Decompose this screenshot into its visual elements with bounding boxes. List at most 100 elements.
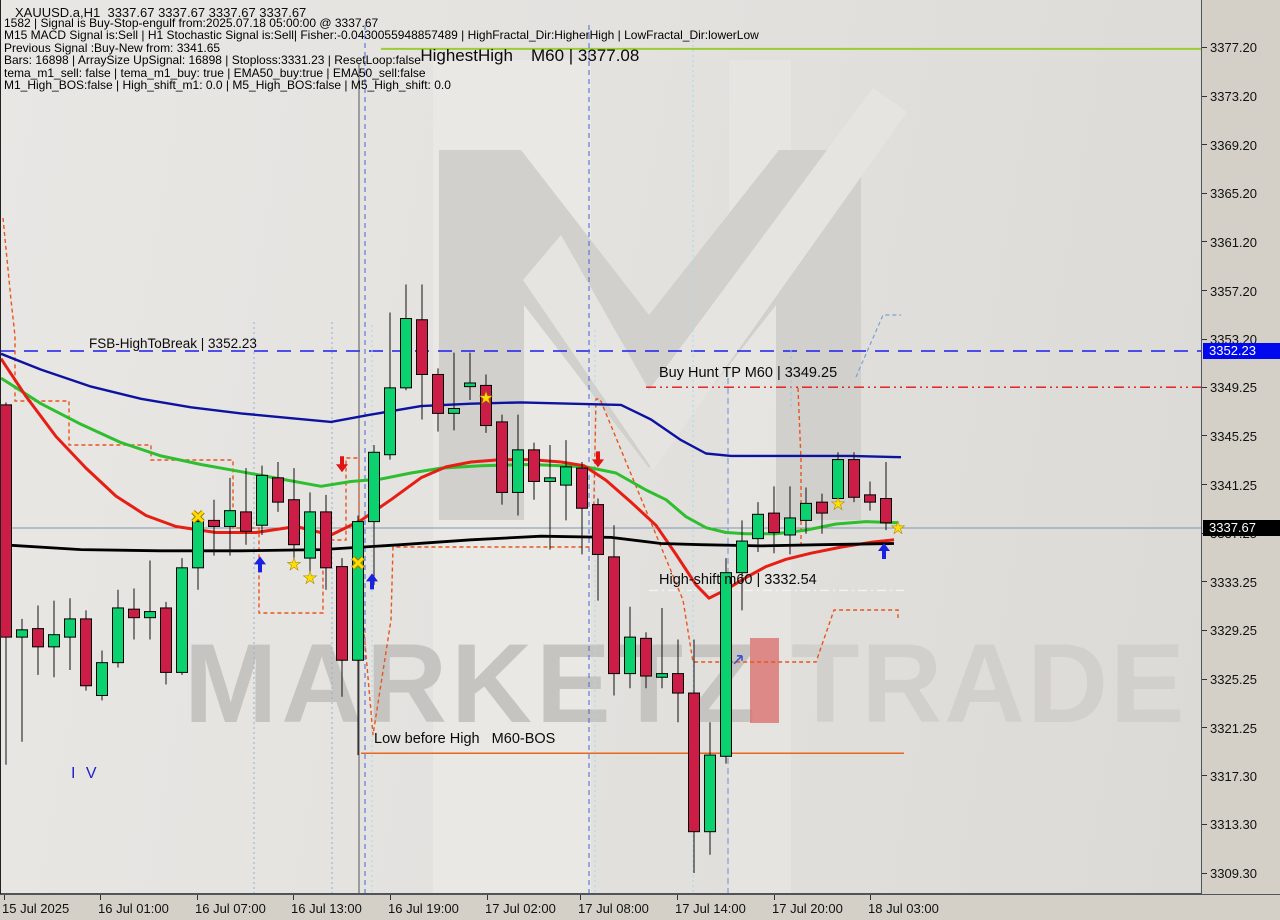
logo-m-icon — [439, 150, 861, 520]
fsb-price-tag: 3352.23 — [1203, 343, 1280, 359]
price-label: 3373.20 — [1210, 89, 1257, 104]
buy-arrow-icon — [878, 543, 890, 560]
low-before-high-label: Low before High M60-BOS — [374, 731, 556, 747]
chart-canvas[interactable]: MARKETZ TRADE★★★★★ — [1, 0, 1202, 894]
bear-candle — [880, 462, 892, 531]
session-mark-label: I V — [71, 765, 100, 782]
bear-candle — [1, 402, 12, 765]
price-label: 3333.25 — [1210, 574, 1257, 590]
logo-check-icon — [523, 88, 907, 470]
highest-high-value: M60 | 3377.08 — [530, 46, 640, 65]
time-label: 16 Jul 19:00 — [388, 901, 459, 916]
price-axis[interactable]: 3352.23 3337.67 3377.20 3373.20 3369.20 336… — [1201, 0, 1280, 894]
price-label: 3365.20 — [1210, 186, 1257, 202]
watermark-trade-text: TRADE — [791, 621, 1187, 746]
price-tick — [1202, 386, 1207, 388]
chart-plot-area[interactable]: MARKETZ TRADE ★ ★ ★ ★ ★ XAUUSD.a,H1 3337.67 33… — [0, 0, 1202, 894]
bull-candle — [16, 618, 28, 742]
bull-candle — [656, 607, 668, 689]
price-label: 3325.25 — [1210, 672, 1257, 688]
price-label: 3317.30 — [1210, 768, 1257, 784]
x-marker-icon — [351, 556, 365, 570]
x-marker-icon — [191, 510, 205, 523]
time-label: 17 Jul 20:00 — [772, 901, 843, 916]
time-label: 16 Jul 01:00 — [98, 901, 169, 916]
bear-candle — [848, 452, 860, 503]
current-price-tag: 3337.67 — [1203, 520, 1280, 537]
price-tick — [1202, 95, 1207, 97]
bear-candle — [320, 494, 332, 590]
price-tick — [1202, 581, 1207, 583]
info-line: Bars: 16898 | ArraySize UpSignal: 16898 … — [4, 53, 421, 68]
high-shift-label: High-shift m60 | 3332.54 — [659, 572, 817, 588]
info-line: 1582 | Signal is Buy-Stop-engulf from:20… — [4, 16, 379, 30]
fsb-high-to-break-label: FSB-HighToBreak | 3352.23 — [89, 336, 257, 351]
bull-candle — [96, 650, 108, 701]
star-marker-icon: ★ — [478, 389, 493, 408]
bear-candle — [160, 601, 172, 685]
bear-candle — [528, 442, 540, 500]
bull-candle — [384, 312, 396, 460]
bull-candle — [624, 606, 636, 689]
bull-candle — [48, 600, 60, 678]
bull-candle — [512, 414, 524, 516]
symbol-title: XAUUSD.a,H1 3337.67 3337.67 3337.67 3337… — [15, 5, 307, 20]
time-label: 17 Jul 02:00 — [485, 901, 556, 916]
bear-candle — [208, 499, 220, 556]
time-axis[interactable]: 15 Jul 2025 16 Jul 01:00 16 Jul 07:00 16 Ju… — [0, 894, 1280, 920]
time-tick — [774, 895, 775, 900]
watermark-market-text: MARKETZ — [184, 621, 759, 746]
bear-candle — [640, 632, 652, 689]
price-tick — [1202, 290, 1207, 292]
bull-candle — [368, 444, 380, 585]
bear-candle — [272, 462, 284, 512]
price-tick — [1202, 727, 1207, 729]
price-tick — [1202, 46, 1207, 48]
bear-candle — [336, 558, 348, 697]
bull-candle — [736, 520, 748, 611]
bull-candle — [800, 487, 812, 534]
time-tick — [870, 895, 871, 900]
time-tick — [677, 895, 678, 900]
bear-candle — [496, 414, 508, 505]
price-tick — [1202, 872, 1207, 874]
trail-line — [2, 217, 899, 736]
time-label: 16 Jul 13:00 — [291, 901, 362, 916]
projection-hook-line — [855, 314, 901, 378]
bear-candle — [688, 639, 700, 874]
bull-candle — [176, 558, 188, 675]
buy-arrow-icon — [254, 556, 266, 573]
price-tick — [1202, 484, 1207, 486]
info-line: M1_High_BOS:false | High_shift_m1: 0.0 |… — [4, 78, 451, 93]
trailing-stop-lines — [2, 217, 901, 736]
bear-candle — [416, 284, 428, 420]
price-tick — [1202, 435, 1207, 437]
time-label: 15 Jul 2025 — [2, 901, 70, 916]
star-marker-icon: ★ — [286, 555, 301, 574]
bear-candle — [864, 481, 876, 511]
price-tick — [1202, 823, 1207, 825]
price-label: 3321.25 — [1210, 720, 1257, 736]
bull-candle — [720, 558, 732, 764]
bull-candle — [352, 515, 364, 756]
info-line: M15 MACD Signal is:Sell | H1 Stochastic … — [4, 28, 759, 43]
price-label: 3309.30 — [1210, 866, 1257, 882]
bull-candle — [64, 598, 76, 670]
bear-candle — [128, 588, 140, 640]
bear-candle — [592, 498, 604, 601]
bull-candle — [464, 352, 476, 401]
price-tick — [1202, 241, 1207, 243]
candles — [1, 284, 892, 874]
price-label: 3349.25 — [1210, 380, 1257, 396]
time-label: 18 Jul 03:00 — [868, 901, 939, 916]
ema-black — [1, 534, 895, 553]
price-label: 3329.25 — [1210, 623, 1257, 639]
highest-high-text: HighestHigh — [420, 46, 513, 65]
time-tick — [4, 895, 5, 900]
price-label: 3361.20 — [1210, 234, 1257, 250]
bear-candle — [768, 486, 780, 554]
buy-arrow-icon — [366, 573, 378, 590]
price-label: 3357.20 — [1210, 283, 1257, 299]
indicator-info-panel: 1582 | Signal is Buy-Stop-engulf from:20… — [4, 16, 759, 93]
bear-candle — [816, 493, 828, 534]
